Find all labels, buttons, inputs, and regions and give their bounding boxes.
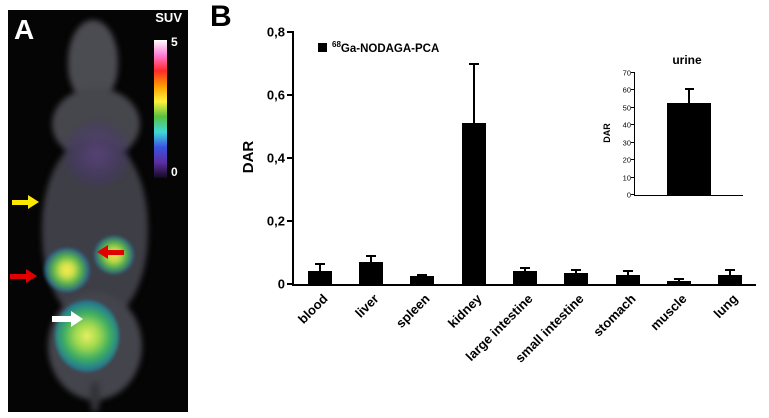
error-bar-cap: [674, 278, 684, 281]
y-tick-label: 30: [622, 138, 631, 148]
y-tick: [631, 176, 635, 178]
error-bar: [370, 255, 372, 262]
error-bar-cap: [622, 270, 633, 273]
bar-small-intestine: [564, 272, 589, 284]
y-axis-title: DAR: [240, 140, 257, 174]
y-tick: [631, 194, 635, 195]
bar-large-intestine: [513, 271, 537, 284]
mouse-tail: [90, 382, 100, 412]
y-tick: [631, 72, 635, 73]
y-tick-label: 70: [622, 68, 631, 78]
yellow-arrow-head: [28, 195, 39, 209]
yellow-arrow-shaft: [12, 200, 28, 205]
red-arrow-right-head: [97, 245, 108, 259]
error-bar: [688, 88, 690, 103]
colorbar-min-label: 0: [171, 165, 178, 179]
y-tick: [631, 124, 635, 126]
legend-tracer-name: Ga-NODAGA-PCA: [340, 42, 440, 55]
right-kidney-hotspot: [94, 236, 134, 274]
y-tick: [631, 141, 635, 143]
bladder-hotspot: [55, 300, 119, 372]
error-bar: [729, 269, 732, 275]
y-tick-label: 0: [277, 276, 285, 292]
y-tick-label: 0,4: [266, 150, 285, 166]
error-bar: [472, 63, 475, 124]
error-bar-cap: [314, 262, 325, 265]
red-arrow-right-shaft: [108, 250, 124, 255]
bar-muscle: [667, 280, 691, 284]
error-bar-cap: [417, 273, 428, 276]
inset-y-axis-title: DAR: [602, 123, 612, 143]
bar-liver: [359, 261, 383, 284]
error-bar-cap: [366, 254, 376, 257]
error-bar: [524, 268, 526, 272]
y-tick-label: 0: [626, 190, 631, 200]
y-tick-label: 10: [622, 173, 631, 183]
white-arrow: [52, 311, 84, 327]
chest-uptake-haze: [64, 122, 130, 186]
bar-blood: [307, 271, 332, 284]
error-bar-cap: [520, 267, 530, 270]
y-tick-label: 0,2: [266, 213, 285, 229]
y-tick: [631, 106, 635, 108]
inset-bar-plot: 0 10 20 30 40 50 60 70: [623, 69, 743, 200]
y-tick-label: 0,8: [266, 24, 285, 40]
red-arrow-left-head: [26, 269, 37, 283]
inset-chart: urine DAR 0 10 20 30 40 50 60 70: [596, 52, 756, 214]
bar-urine: [667, 102, 711, 195]
y-tick-label: 20: [622, 155, 631, 165]
pet-scan-image: A SUV 5 0: [8, 10, 188, 412]
white-arrow-head: [71, 311, 83, 327]
suv-colorbar: [154, 40, 167, 178]
bar-spleen: [410, 276, 435, 284]
y-tick: [287, 31, 294, 33]
legend: 68Ga-NODAGA-PCA: [318, 40, 439, 55]
bar-stomach: [615, 274, 640, 284]
white-arrow-shaft: [52, 316, 71, 322]
legend-swatch: [318, 42, 327, 52]
error-bar-cap: [571, 268, 582, 271]
left-kidney-hotspot: [44, 248, 90, 292]
red-arrow-left-shaft: [10, 274, 26, 279]
colorbar-title: SUV: [155, 10, 182, 25]
y-tick-label: 40: [622, 120, 631, 130]
error-bar: [318, 263, 321, 272]
main-bar-chart: 68Ga-NODAGA-PCA 0 0,2 0,4 0,6 0,8 blood liver s…: [267, 25, 756, 365]
inset-title: urine: [672, 53, 702, 67]
colorbar-max-label: 5: [171, 35, 178, 49]
y-tick: [287, 94, 294, 96]
bar-kidney: [461, 123, 486, 284]
y-tick: [631, 159, 635, 161]
legend-label: 68Ga-NODAGA-PCA: [332, 40, 439, 55]
y-tick: [287, 220, 294, 222]
bar-lung: [718, 274, 743, 284]
error-bar-cap: [468, 62, 479, 65]
error-bar: [626, 271, 629, 275]
error-bar-cap: [684, 88, 694, 90]
panel-a-label: A: [14, 14, 35, 45]
red-arrow-right: [96, 245, 124, 259]
panel-b-label: B: [210, 0, 232, 33]
y-tick-label: 60: [622, 85, 631, 95]
y-tick: [287, 283, 294, 285]
yellow-arrow: [12, 195, 40, 209]
y-tick-label: 0,6: [266, 87, 285, 103]
y-tick: [631, 89, 635, 91]
y-tick-label: 50: [622, 103, 631, 113]
y-tick: [287, 157, 294, 159]
red-arrow-left: [10, 269, 38, 283]
error-bar-cap: [725, 268, 736, 271]
error-bar: [575, 269, 578, 273]
legend-isotope-superscript: 68: [332, 40, 341, 49]
